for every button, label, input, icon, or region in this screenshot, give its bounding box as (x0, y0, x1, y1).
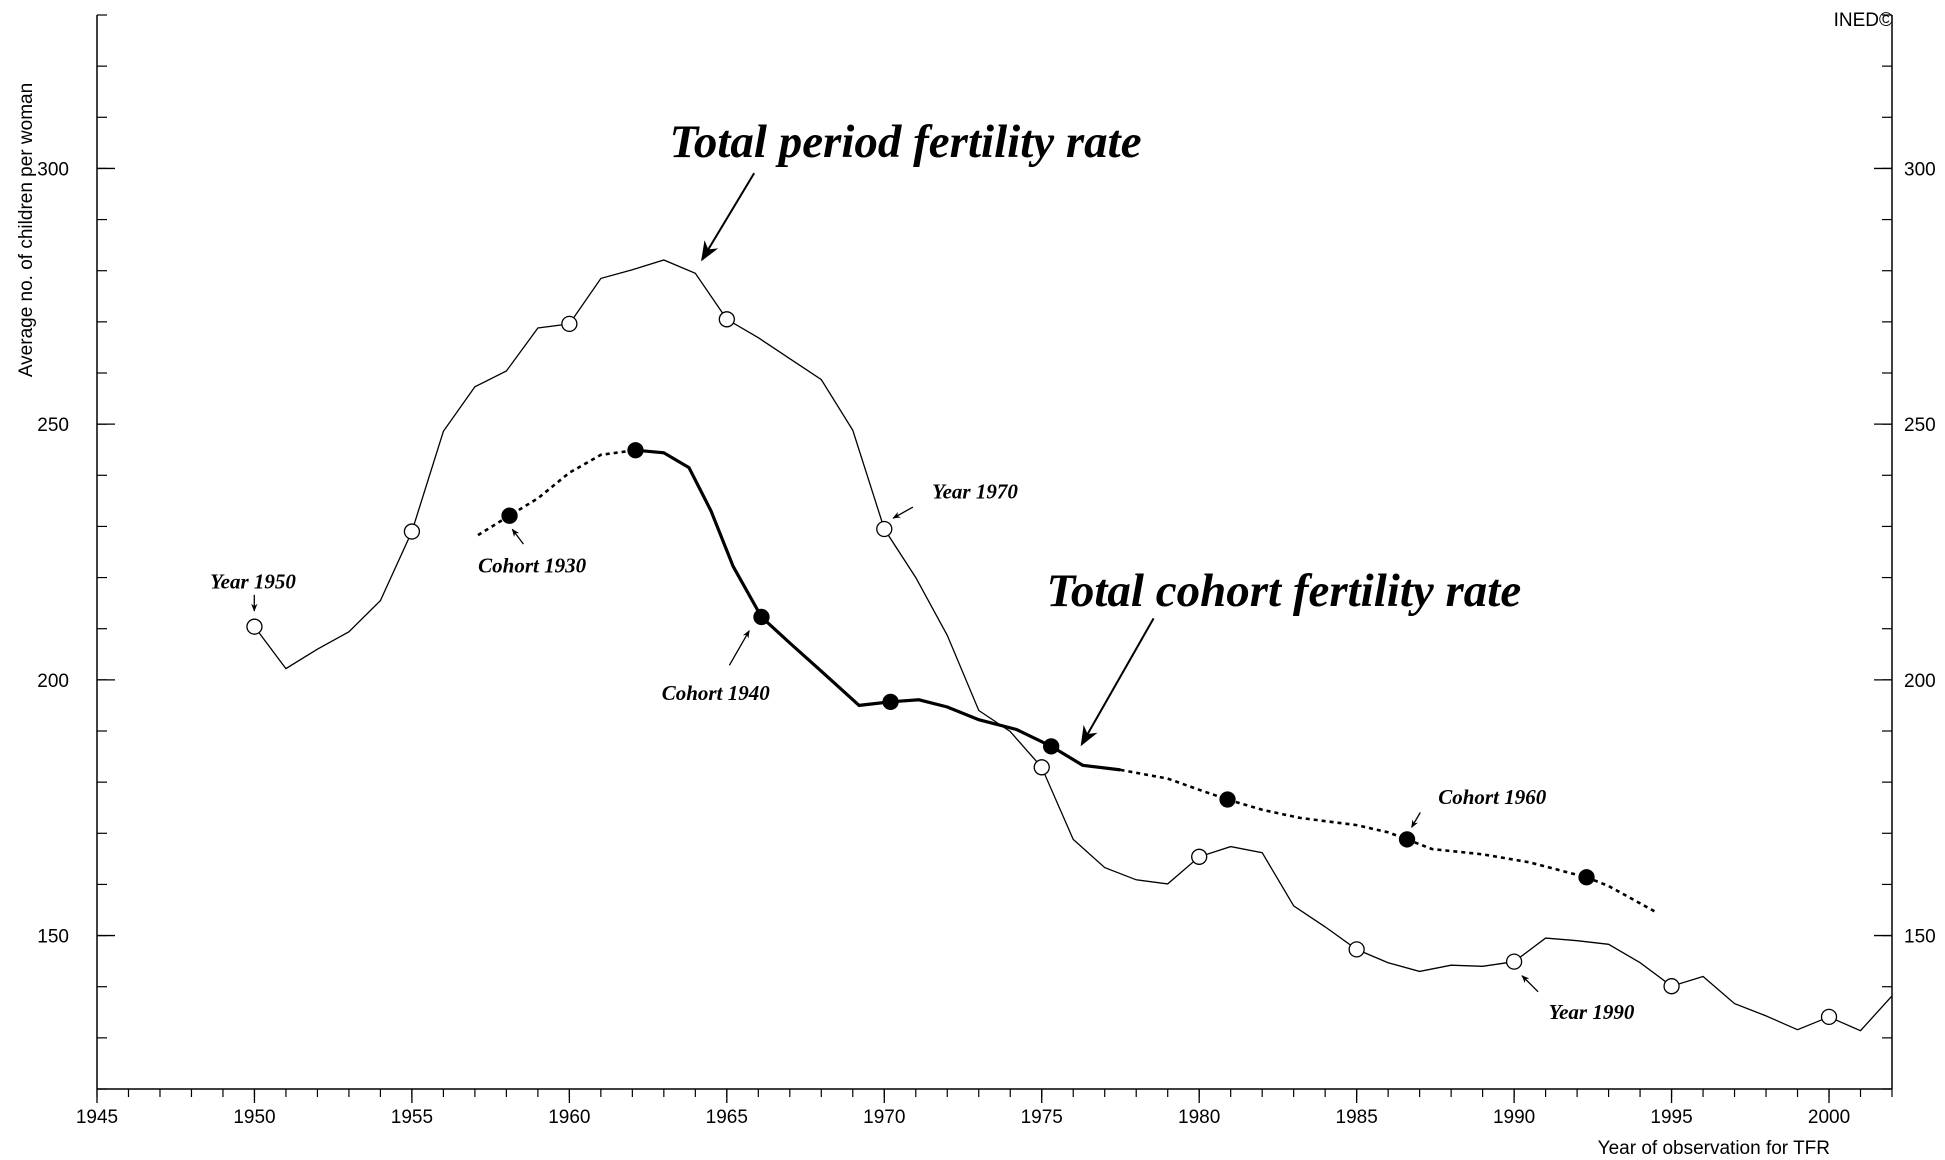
annotation: Year 1990 (1549, 1000, 1635, 1024)
annotation-arrow (728, 630, 750, 666)
point (246, 618, 263, 635)
y-tick-label: 250 (1904, 415, 1936, 436)
point (627, 442, 644, 459)
annotation-arrow (701, 172, 756, 262)
annotation-arrow (1080, 617, 1155, 747)
x-tick-label: 1980 (1178, 1107, 1220, 1128)
point (1505, 953, 1523, 970)
series-line (635, 448, 1121, 772)
point (1398, 831, 1416, 848)
y-tick-label: 150 (37, 927, 69, 948)
point (1219, 791, 1236, 808)
x-tick-label: 1970 (863, 1107, 905, 1128)
annotation-arrow (1521, 975, 1539, 993)
x-tick-label: 1975 (1021, 1107, 1063, 1128)
x-tick-label: 1955 (391, 1107, 433, 1128)
x-tick-label: 1965 (706, 1107, 748, 1128)
y-tick-label: 200 (1904, 671, 1936, 692)
x-tick-label: 1985 (1336, 1107, 1378, 1128)
x-tick-label: 1995 (1650, 1107, 1692, 1128)
annotation: Total period fertility rate (669, 116, 1141, 168)
x-tick-label: 1950 (233, 1107, 275, 1128)
y-tick-label: 250 (37, 415, 69, 436)
annotation-arrow (1411, 812, 1421, 829)
y-tick-label: 300 (1904, 159, 1936, 180)
x-tick-label: 1960 (548, 1107, 590, 1128)
annotation: Cohort 1940 (662, 681, 770, 705)
series-line (477, 448, 636, 537)
annotation: Year 1950 (210, 570, 296, 594)
point (1033, 759, 1050, 776)
point (1820, 1008, 1838, 1026)
point (1578, 869, 1595, 886)
point (501, 507, 518, 524)
y-axis-label: Average no. of children per woman (16, 83, 37, 377)
point (1043, 738, 1060, 755)
point (561, 315, 578, 333)
annotation-arrow (511, 528, 524, 545)
x-tick-label: 1945 (76, 1107, 118, 1128)
x-axis-label: Year of observation for TFR (1598, 1138, 1830, 1159)
series-line (253, 259, 1893, 1032)
point (753, 608, 770, 626)
x-tick-label: 2000 (1808, 1107, 1850, 1128)
series-line (1120, 768, 1657, 914)
y-tick-label: 200 (37, 671, 69, 692)
x-tick-label: 1990 (1493, 1107, 1535, 1128)
annotation: Year 1970 (932, 479, 1018, 503)
point (1663, 978, 1680, 995)
annotation: Cohort 1930 (478, 554, 586, 578)
annotation: Total cohort fertility rate (1046, 565, 1521, 617)
point (882, 693, 899, 710)
point (403, 523, 421, 540)
point (1191, 848, 1208, 865)
annotation-arrow (892, 506, 914, 519)
annotation: Cohort 1960 (1438, 785, 1546, 809)
point (718, 311, 735, 328)
point (876, 520, 893, 538)
point (1348, 941, 1365, 958)
credit: INED© (1834, 10, 1893, 31)
y-tick-label: 150 (1904, 927, 1936, 948)
y-tick-label: 300 (37, 159, 69, 180)
